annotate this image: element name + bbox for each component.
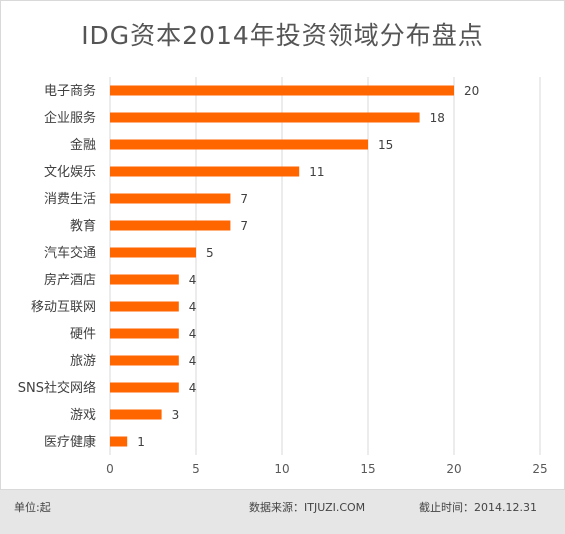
x-tick-labels: 0 5 10 15 20 25	[106, 462, 547, 476]
data-label: 20	[464, 84, 479, 98]
data-label: 4	[189, 300, 197, 314]
data-label: 4	[189, 354, 197, 368]
data-label: 15	[378, 138, 393, 152]
x-tick-label: 0	[106, 462, 114, 476]
category-label: 旅游	[70, 354, 96, 369]
x-tick-label: 20	[446, 462, 461, 476]
category-label: 消费生活	[44, 192, 96, 207]
category-label: 教育	[70, 218, 96, 234]
data-label: 4	[189, 381, 197, 395]
bar	[110, 139, 368, 150]
category-label: 移动互联网	[31, 300, 96, 315]
bars	[110, 85, 454, 447]
category-label: 医疗健康	[44, 434, 96, 450]
data-label: 4	[189, 273, 197, 287]
bar	[110, 193, 231, 204]
bar	[110, 166, 300, 177]
bar	[110, 85, 454, 96]
category-label: 金融	[70, 137, 96, 153]
bar	[110, 220, 231, 231]
category-label: 企业服务	[44, 110, 96, 126]
bar	[110, 301, 179, 312]
x-tick-label: 10	[274, 462, 289, 476]
bar	[110, 274, 179, 285]
category-label: 电子商务	[44, 83, 96, 99]
bar	[110, 436, 128, 447]
unit-note: 单位:起	[14, 501, 51, 514]
data-label: 7	[240, 192, 248, 206]
bar	[110, 382, 179, 393]
data-label: 5	[206, 246, 214, 260]
bar	[110, 355, 179, 366]
data-label: 1	[137, 435, 145, 449]
data-label: 4	[189, 327, 197, 341]
chart-title: IDG资本2014年投资领域分布盘点	[81, 21, 484, 50]
source-note: 数据来源：ITJUZI.COM	[249, 501, 366, 514]
category-label: 汽车交通	[44, 245, 96, 261]
x-tick-label: 15	[360, 462, 375, 476]
cutoff-note: 截止时间：2014.12.31	[419, 501, 537, 514]
x-tick-label: 5	[192, 462, 200, 476]
category-label: 文化娱乐	[44, 165, 96, 180]
category-label: 房产酒店	[44, 272, 96, 288]
data-label: 7	[240, 219, 248, 233]
gridlines	[109, 77, 541, 455]
x-tick-label: 25	[532, 462, 547, 476]
data-label: 11	[309, 165, 324, 179]
bar	[110, 328, 179, 339]
footer-bar: 单位:起 数据来源：ITJUZI.COM 截止时间：2014.12.31	[0, 490, 565, 534]
data-label: 3	[172, 408, 180, 422]
bar	[110, 409, 162, 420]
category-label: 硬件	[70, 327, 96, 342]
data-label: 18	[430, 111, 445, 125]
category-label: SNS社交网络	[18, 380, 96, 396]
bar	[110, 247, 196, 258]
bar	[110, 112, 420, 123]
category-label: 游戏	[70, 408, 96, 423]
